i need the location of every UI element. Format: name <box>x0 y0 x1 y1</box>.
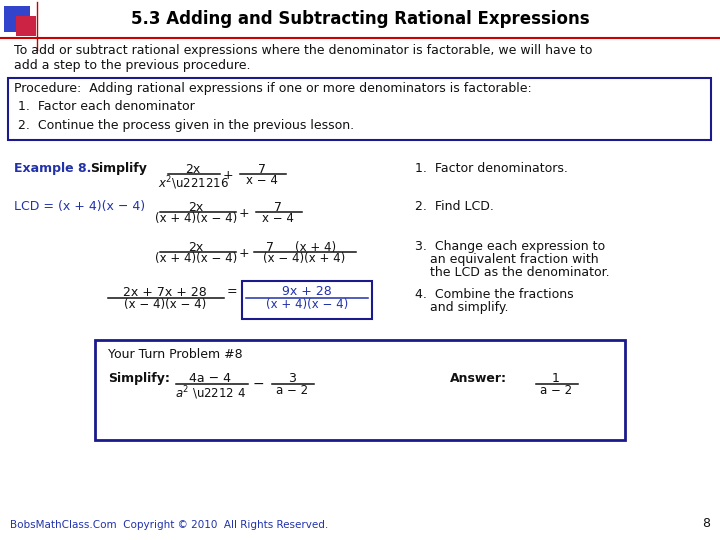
Bar <box>16 16 36 36</box>
Text: 2.  Find LCD.: 2. Find LCD. <box>415 200 494 213</box>
Text: 2x: 2x <box>189 241 204 254</box>
Text: (x − 4)(x − 4): (x − 4)(x − 4) <box>124 298 206 311</box>
Text: 7: 7 <box>266 241 274 254</box>
Text: 2x: 2x <box>185 163 201 176</box>
Text: 7: 7 <box>258 163 266 176</box>
Text: Example 8.: Example 8. <box>14 162 91 175</box>
Text: Simplify: Simplify <box>90 162 147 175</box>
Text: To add or subtract rational expressions where the denominator is factorable, we : To add or subtract rational expressions … <box>14 44 593 72</box>
Text: BobsMathClass.Com  Copyright © 2010  All Rights Reserved.: BobsMathClass.Com Copyright © 2010 All R… <box>10 520 328 530</box>
Text: LCD = (x + 4)(x − 4): LCD = (x + 4)(x − 4) <box>14 200 145 213</box>
Text: Your Turn Problem #8: Your Turn Problem #8 <box>108 348 243 361</box>
Text: Answer:: Answer: <box>450 372 507 385</box>
Text: 7: 7 <box>274 201 282 214</box>
Text: −: − <box>252 377 264 391</box>
Text: 9x + 28: 9x + 28 <box>282 285 332 298</box>
Text: 1: 1 <box>552 372 560 385</box>
Text: a − 2: a − 2 <box>276 384 308 397</box>
Text: (x + 4): (x + 4) <box>295 241 336 254</box>
Bar <box>8 78 711 140</box>
Text: 5.3 Adding and Subtracting Rational Expressions: 5.3 Adding and Subtracting Rational Expr… <box>131 10 589 28</box>
Text: (x + 4)(x − 4): (x + 4)(x − 4) <box>155 252 237 265</box>
Text: an equivalent fraction with: an equivalent fraction with <box>430 253 598 266</box>
Text: x − 4: x − 4 <box>246 174 278 187</box>
Text: $a^2$ \u2212 4: $a^2$ \u2212 4 <box>174 384 246 402</box>
Text: Simplify:: Simplify: <box>108 372 170 385</box>
Text: =: = <box>227 286 238 299</box>
Text: $x^2$\u221216: $x^2$\u221216 <box>158 174 228 192</box>
Text: the LCD as the denominator.: the LCD as the denominator. <box>430 266 610 279</box>
Text: Procedure:  Adding rational expressions if one or more denominators is factorabl: Procedure: Adding rational expressions i… <box>14 82 532 132</box>
Text: 8: 8 <box>702 517 710 530</box>
Text: and simplify.: and simplify. <box>430 301 508 314</box>
Text: x − 4: x − 4 <box>262 212 294 225</box>
Text: 2x + 7x + 28: 2x + 7x + 28 <box>123 286 207 299</box>
Text: 3: 3 <box>288 372 296 385</box>
Bar <box>242 281 372 319</box>
Text: 4.  Combine the fractions: 4. Combine the fractions <box>415 288 574 301</box>
Text: 3.  Change each expression to: 3. Change each expression to <box>415 240 605 253</box>
Text: (x + 4)(x − 4): (x + 4)(x − 4) <box>155 212 237 225</box>
Bar <box>4 6 30 32</box>
Text: (x + 4)(x − 4): (x + 4)(x − 4) <box>266 298 348 311</box>
Text: +: + <box>222 169 233 182</box>
Bar <box>95 340 625 440</box>
Text: +: + <box>239 247 249 260</box>
Text: 1.  Factor denominators.: 1. Factor denominators. <box>415 163 568 176</box>
Text: (x − 4)(x + 4): (x − 4)(x + 4) <box>263 252 345 265</box>
Text: a − 2: a − 2 <box>540 384 572 397</box>
Text: 2x: 2x <box>189 201 204 214</box>
Text: 4a − 4: 4a − 4 <box>189 372 231 385</box>
Text: +: + <box>239 207 249 220</box>
